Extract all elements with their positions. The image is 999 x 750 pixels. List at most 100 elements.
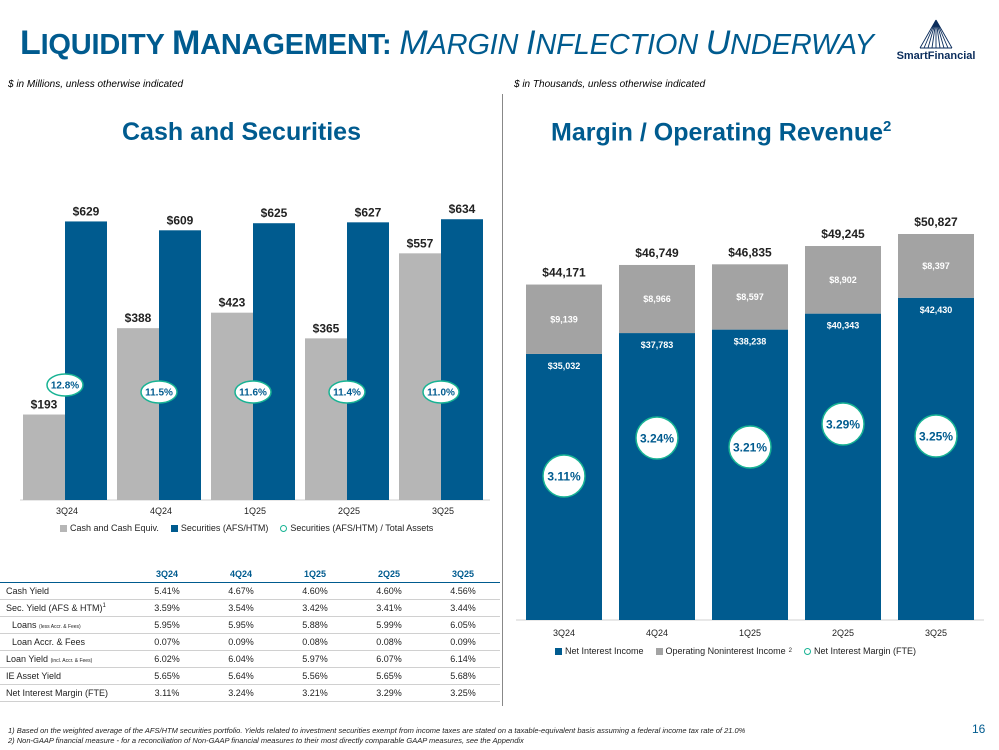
table-cell: 5.65% — [352, 667, 426, 685]
bar-securities — [159, 230, 201, 501]
table-cell: 5.99% — [352, 616, 426, 634]
data-label-nii: $35,032 — [548, 361, 581, 371]
bar-securities — [441, 219, 483, 500]
row-label: IE Asset Yield — [0, 667, 130, 685]
bar-noninterest-income — [526, 284, 602, 354]
panel-divider — [502, 94, 503, 706]
data-label-nonint: $8,597 — [736, 292, 764, 302]
x-tick-label: 1Q25 — [739, 628, 761, 638]
x-tick-label: 3Q25 — [432, 506, 454, 516]
ratio-marker — [234, 380, 272, 404]
bar-cash — [305, 338, 347, 500]
data-label-nii: $40,343 — [827, 321, 860, 331]
footnotes: 1) Based on the weighted average of the … — [8, 726, 745, 746]
data-label-cash: $193 — [31, 398, 58, 412]
ratio-marker — [328, 380, 366, 404]
right-units-note: $ in Thousands, unless otherwise indicat… — [514, 79, 706, 90]
bar-cash — [23, 414, 65, 500]
table-cell: 6.07% — [352, 650, 426, 668]
nim-marker — [728, 425, 772, 469]
table-cell: 6.02% — [130, 650, 204, 668]
ratio-label: 12.8% — [51, 381, 79, 392]
right-legend: Net Interest Income Operating Noninteres… — [555, 646, 916, 656]
left-units-note: $ in Millions, unless otherwise indicate… — [8, 79, 184, 90]
table-cell: 3.54% — [204, 599, 278, 617]
table-cell: 3.41% — [352, 599, 426, 617]
nim-label: 3.24% — [640, 432, 674, 446]
table-cell: 5.97% — [278, 650, 352, 668]
table-cell: 4.60% — [278, 582, 352, 600]
bar-cash — [211, 312, 253, 500]
data-label-total: $44,171 — [542, 266, 586, 280]
ratio-label: 11.6% — [239, 388, 267, 399]
legend-item-nii: Net Interest Income — [555, 646, 644, 656]
table-cell: 5.95% — [204, 616, 278, 634]
bar-cash — [399, 253, 441, 500]
table-cell: 5.95% — [130, 616, 204, 634]
nim-label: 3.25% — [919, 430, 953, 444]
x-tick-label: 1Q25 — [244, 506, 266, 516]
x-tick-label: 3Q24 — [553, 628, 575, 638]
row-label: Loan Yield (incl. Accr. & Fees) — [0, 650, 130, 668]
x-tick-label: 4Q24 — [646, 628, 668, 638]
bar-noninterest-income — [619, 264, 695, 334]
table-row: IE Asset Yield 5.65% 5.64% 5.56% 5.65% 5… — [0, 667, 500, 685]
bar-noninterest-income — [712, 264, 788, 330]
nim-marker — [542, 454, 586, 498]
column-header: 2Q25 — [352, 566, 426, 583]
table-cell: 0.08% — [278, 633, 352, 651]
table-cell: 5.64% — [204, 667, 278, 685]
yields-table: 3Q24 4Q24 1Q25 2Q25 3Q25 Cash Yield 5.41… — [0, 566, 500, 702]
data-label-securities: $609 — [167, 213, 194, 227]
table-cell: 5.88% — [278, 616, 352, 634]
left-legend: Cash and Cash Equiv. Securities (AFS/HTM… — [60, 523, 433, 533]
data-label-total: $46,749 — [635, 246, 679, 260]
x-tick-label: 2Q25 — [338, 506, 360, 516]
ratio-marker — [46, 373, 84, 397]
table-cell: 4.67% — [204, 582, 278, 600]
x-tick-label: 2Q25 — [832, 628, 854, 638]
table-cell: 3.24% — [204, 684, 278, 702]
row-label: Loans (less Accr. & Fees) — [0, 616, 130, 634]
table-row: Net Interest Margin (FTE) 3.11% 3.24% 3.… — [0, 684, 500, 702]
ratio-marker — [140, 380, 178, 404]
bar-securities — [347, 222, 389, 501]
nim-label: 3.29% — [826, 418, 860, 432]
table-cell: 6.14% — [426, 650, 500, 668]
table-cell: 3.29% — [352, 684, 426, 702]
page-number: 16 — [972, 722, 986, 736]
table-row: Loans (less Accr. & Fees) 5.95% 5.95% 5.… — [0, 616, 500, 634]
logo-text: SmartFinancial — [896, 50, 976, 62]
table-row: Sec. Yield (AFS & HTM)1 3.59% 3.54% 3.42… — [0, 599, 500, 617]
row-label: Cash Yield — [0, 582, 130, 600]
nim-marker — [635, 416, 679, 460]
data-label-cash: $557 — [407, 236, 434, 250]
data-label-cash: $423 — [219, 296, 246, 310]
table-cell: 0.09% — [204, 633, 278, 651]
legend-item-securities-ratio: Securities (AFS/HTM) / Total Assets — [280, 523, 433, 533]
table-cell: 6.05% — [426, 616, 500, 634]
row-label: Loan Accr. & Fees — [0, 633, 130, 651]
data-label-cash: $365 — [313, 321, 340, 335]
table-cell: 4.60% — [352, 582, 426, 600]
table-cell: 5.56% — [278, 667, 352, 685]
bar-securities — [65, 221, 107, 500]
table-cell: 3.25% — [426, 684, 500, 702]
table-cell: 3.21% — [278, 684, 352, 702]
right-section-title: Margin / Operating Revenue2 — [551, 118, 892, 147]
bar-net-interest-income — [712, 329, 788, 620]
x-tick-label: 4Q24 — [150, 506, 172, 516]
column-header: 1Q25 — [278, 566, 352, 583]
table-cell: 5.68% — [426, 667, 500, 685]
nim-marker — [821, 402, 865, 446]
bar-noninterest-income — [898, 234, 974, 298]
table-cell: 0.07% — [130, 633, 204, 651]
footnote-1: 1) Based on the weighted average of the … — [8, 726, 746, 735]
table-cell: 0.08% — [352, 633, 426, 651]
left-section-title: Cash and Securities — [122, 118, 361, 146]
ratio-marker — [422, 380, 460, 404]
table-cell: 3.42% — [278, 599, 352, 617]
legend-item-cash: Cash and Cash Equiv. — [60, 523, 159, 533]
x-tick-label: 3Q24 — [56, 506, 78, 516]
